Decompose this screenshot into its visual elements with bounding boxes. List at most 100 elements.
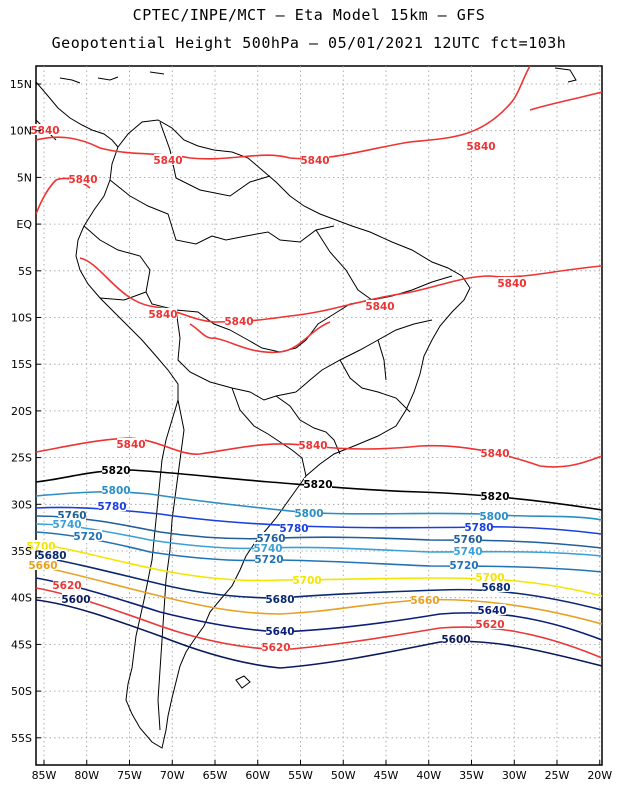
x-tick-label: 80W xyxy=(74,769,99,782)
contour-label-5740: 5740 xyxy=(253,543,282,555)
contour-label-bg xyxy=(149,308,177,319)
contour-label-bg xyxy=(266,625,294,636)
x-tick-label: 70W xyxy=(160,769,185,782)
contour-label-5840: 5840 xyxy=(68,174,97,186)
contour-label-5660: 5660 xyxy=(410,595,439,607)
y-tick-label: 15S xyxy=(11,358,32,371)
y-tick-label: 30S xyxy=(11,498,32,511)
contour-label-bg xyxy=(304,478,332,489)
contour-label-bg xyxy=(299,439,327,450)
contour-label-bg xyxy=(154,154,182,165)
contour-label-5800: 5800 xyxy=(479,511,508,523)
contour-label-bg xyxy=(411,594,439,605)
contour-label-5800: 5800 xyxy=(101,485,130,497)
contour-label-5660: 5660 xyxy=(28,560,57,572)
contour-label-5620: 5620 xyxy=(475,619,504,631)
x-tick-label: 45W xyxy=(374,769,399,782)
x-tick-label: 60W xyxy=(245,769,270,782)
contour-label-bg xyxy=(69,173,97,184)
contour-label-bg xyxy=(102,484,130,495)
y-tick-label: 5S xyxy=(18,265,32,278)
map-subtitle: Geopotential Height 500hPa – 05/01/2021 … xyxy=(51,34,567,52)
contour-label-5840: 5840 xyxy=(298,440,327,452)
contour-label-5800: 5800 xyxy=(294,508,323,520)
x-tick-label: 55W xyxy=(288,769,313,782)
contour-label-5780: 5780 xyxy=(97,501,126,513)
contour-label-5720: 5720 xyxy=(449,560,478,572)
contour-label-5620: 5620 xyxy=(261,642,290,654)
contour-label-5600: 5600 xyxy=(61,594,90,606)
y-tick-label: 45S xyxy=(11,638,32,651)
contour-label-bg xyxy=(257,532,285,543)
y-tick-label: 25S xyxy=(11,452,32,465)
contour-line-5740 xyxy=(36,523,602,557)
contour-line-5760 xyxy=(36,515,602,549)
y-tick-label: 10N xyxy=(10,125,32,138)
contour-label-bg xyxy=(74,530,102,541)
x-tick-label: 65W xyxy=(203,769,228,782)
contour-label-bg xyxy=(62,593,90,604)
contour-label-bg xyxy=(58,509,86,520)
contour-label-5780: 5780 xyxy=(279,523,308,535)
longitude-axis: 85W 80W 75W 70W 65W 60W 55W 50W 45W 40W 35W 30W 25W 2… xyxy=(32,760,612,782)
contour-label-bg xyxy=(295,507,323,518)
contour-label-5820: 5820 xyxy=(303,479,332,491)
contour-label-bg xyxy=(29,559,57,570)
x-tick-label: 20W xyxy=(587,769,612,782)
contour-label-bg xyxy=(498,277,526,288)
contour-label-bg xyxy=(27,540,55,551)
contour-label-5640: 5640 xyxy=(265,626,294,638)
contour-label-5620: 5620 xyxy=(52,580,81,592)
contour-label-5720: 5720 xyxy=(73,531,102,543)
contour-label-bg xyxy=(53,518,81,529)
contour-label-bg xyxy=(262,641,290,652)
contour-label-5740: 5740 xyxy=(453,546,482,558)
contour-label-bg xyxy=(480,510,508,521)
contour-label-bg xyxy=(102,464,130,475)
x-tick-label: 40W xyxy=(416,769,441,782)
contour-labels: 5840 5840 5840 5840 5840 5840 5840 5840 5840 5840… xyxy=(26,124,527,654)
contour-label-5840: 5840 xyxy=(300,155,329,167)
contour-label-bg xyxy=(481,447,509,458)
contour-label-5840: 5840 xyxy=(466,141,495,153)
contour-label-bg xyxy=(467,140,495,151)
contour-label-5840: 5840 xyxy=(30,125,59,137)
contour-label-bg xyxy=(450,559,478,570)
contour-label-bg xyxy=(482,581,510,592)
contour-label-bg xyxy=(280,522,308,533)
contour-label-5840: 5840 xyxy=(153,155,182,167)
contour-label-5780: 5780 xyxy=(464,522,493,534)
contour-label-bg xyxy=(465,521,493,532)
contour-line-5840 xyxy=(529,91,602,111)
contour-label-bg xyxy=(301,154,329,165)
contour-label-5680: 5680 xyxy=(481,582,510,594)
contour-label-5700: 5700 xyxy=(292,575,321,587)
contour-label-bg xyxy=(254,542,282,553)
contour-label-bg xyxy=(31,124,59,135)
contour-label-5640: 5640 xyxy=(477,605,506,617)
y-tick-label: 55S xyxy=(11,732,32,745)
contour-label-bg xyxy=(478,604,506,615)
y-tick-label: 15N xyxy=(10,78,32,91)
x-tick-label: 30W xyxy=(502,769,527,782)
contour-line-5840 xyxy=(79,257,602,323)
coastlines-and-borders xyxy=(36,67,577,749)
contour-label-bg xyxy=(476,618,504,629)
contour-label-5680: 5680 xyxy=(265,594,294,606)
contour-label-bg xyxy=(366,300,394,311)
contour-label-5820: 5820 xyxy=(101,465,130,477)
contour-label-5840: 5840 xyxy=(224,316,253,328)
contour-label-5820: 5820 xyxy=(480,491,509,503)
contour-label-5740: 5740 xyxy=(52,519,81,531)
contour-line-5660 xyxy=(36,565,602,625)
y-tick-label: 10S xyxy=(11,312,32,325)
contour-label-5600: 5600 xyxy=(441,634,470,646)
contour-label-bg xyxy=(117,438,145,449)
contour-label-bg xyxy=(225,315,253,326)
contour-line-5600 xyxy=(36,599,602,669)
contour-label-bg xyxy=(442,633,470,644)
contour-line-5720 xyxy=(36,531,602,573)
contour-label-bg xyxy=(454,545,482,556)
contour-label-bg xyxy=(98,500,126,511)
